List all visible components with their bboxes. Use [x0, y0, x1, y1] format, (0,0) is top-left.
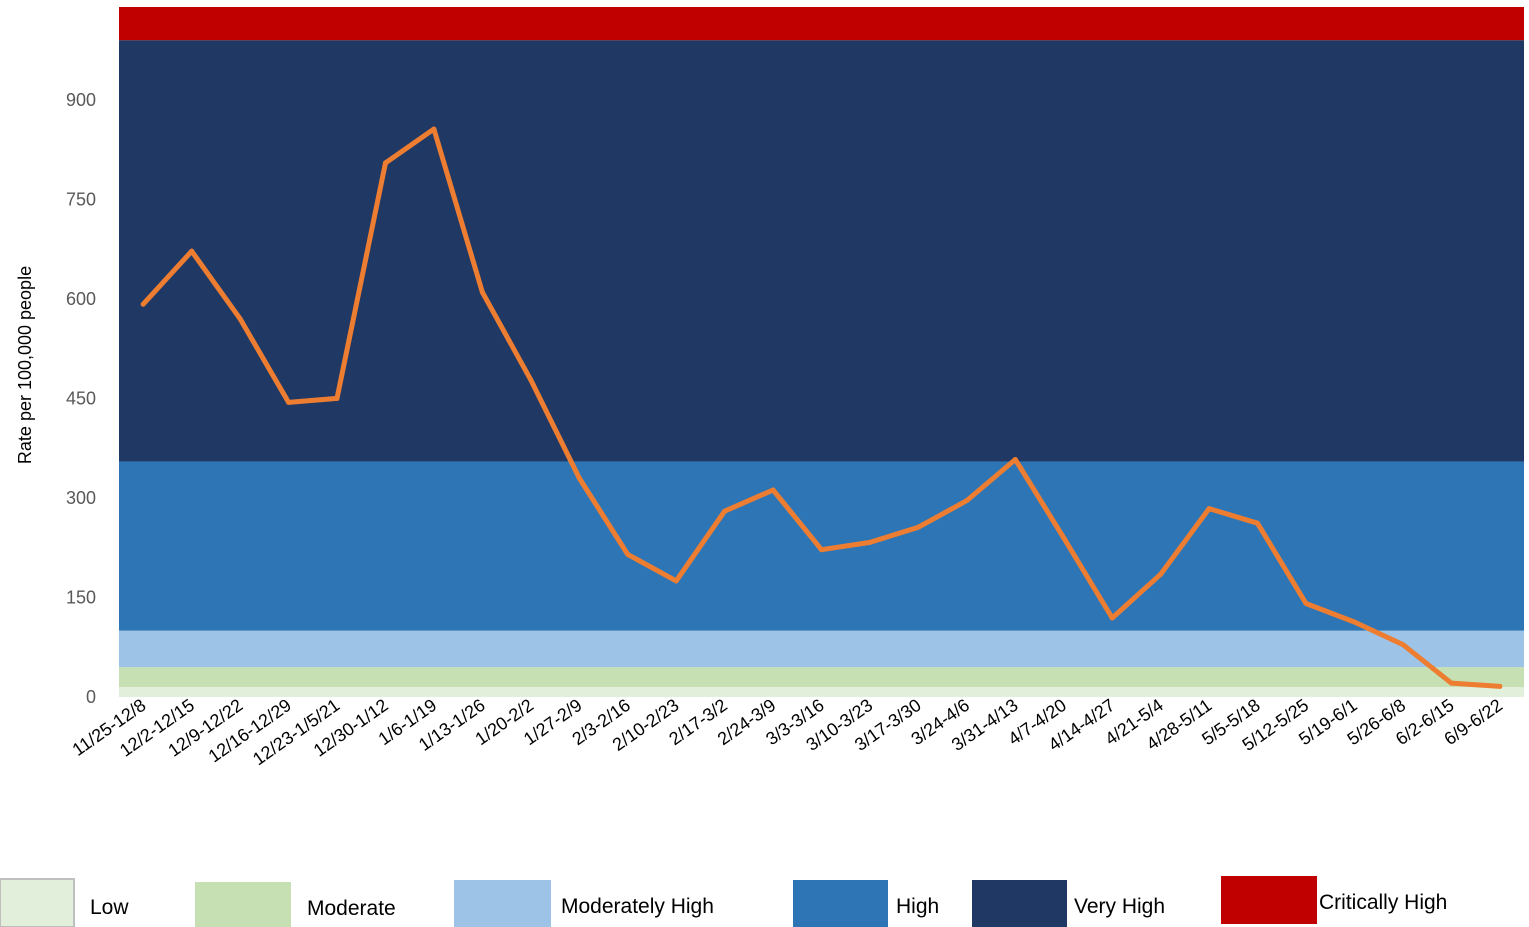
- data-point: [915, 524, 921, 530]
- legend-label-moderate: Moderate: [307, 897, 396, 920]
- risk-band-moderately-high: [119, 630, 1524, 668]
- data-point: [1448, 680, 1454, 686]
- data-point: [431, 126, 437, 132]
- data-point: [625, 551, 631, 557]
- legend-label-very-high: Very High: [1074, 895, 1165, 918]
- data-point: [1012, 456, 1018, 462]
- risk-bands: [119, 7, 1524, 697]
- data-point: [1158, 571, 1164, 577]
- series-layer: [140, 126, 1503, 689]
- data-point: [1109, 615, 1115, 621]
- y-tick-label: 900: [66, 90, 96, 110]
- risk-band-low: [119, 687, 1524, 697]
- data-point: [189, 248, 195, 254]
- data-point: [673, 578, 679, 584]
- legend-label-critically-high: Critically High: [1319, 891, 1447, 914]
- data-point: [819, 547, 824, 553]
- data-point: [286, 399, 292, 405]
- data-point: [770, 487, 776, 493]
- data-point: [1351, 619, 1357, 625]
- legend: Low Moderate Moderately High High Very High C…: [0, 876, 1447, 927]
- data-point: [867, 539, 873, 545]
- data-point: [1400, 642, 1406, 648]
- data-point: [576, 475, 582, 481]
- data-point: [722, 508, 728, 514]
- risk-band-moderate: [119, 667, 1524, 688]
- y-tick-label: 300: [66, 488, 96, 508]
- data-point: [1061, 535, 1067, 541]
- x-axis: 11/25-12/812/2-12/1512/9-12/2212/16-12/2…: [69, 695, 1506, 769]
- data-point: [140, 301, 146, 307]
- data-point: [334, 395, 340, 401]
- legend-swatch-low: [0, 878, 75, 927]
- risk-band-very-high: [119, 40, 1524, 462]
- data-point: [382, 160, 388, 166]
- data-point: [1303, 600, 1309, 606]
- y-tick-label: 0: [86, 687, 96, 707]
- legend-swatch-very-high: [972, 880, 1067, 927]
- data-point: [237, 316, 243, 322]
- y-tick-label: 600: [66, 289, 96, 309]
- legend-label-moderately-high: Moderately High: [561, 895, 714, 918]
- data-point: [1206, 506, 1212, 512]
- legend-label-low: Low: [90, 896, 129, 919]
- y-tick-label: 750: [66, 189, 96, 209]
- legend-swatch-moderate: [195, 882, 291, 927]
- legend-label-high: High: [896, 895, 939, 918]
- risk-band-critically-high: [119, 7, 1524, 41]
- data-point: [964, 498, 970, 504]
- y-axis: 0 150 300 450 600 750 900: [66, 90, 96, 707]
- data-point: [1255, 520, 1261, 526]
- legend-swatch-high: [793, 880, 888, 927]
- y-tick-label: 150: [66, 587, 96, 607]
- legend-swatch-critically-high: [1221, 876, 1317, 924]
- data-point: [1497, 683, 1503, 689]
- data-point: [479, 289, 485, 295]
- y-tick-label: 450: [66, 388, 96, 408]
- data-point: [528, 377, 534, 383]
- legend-swatch-moderately-high: [454, 880, 551, 927]
- y-axis-label: Rate per 100,000 people: [15, 266, 35, 464]
